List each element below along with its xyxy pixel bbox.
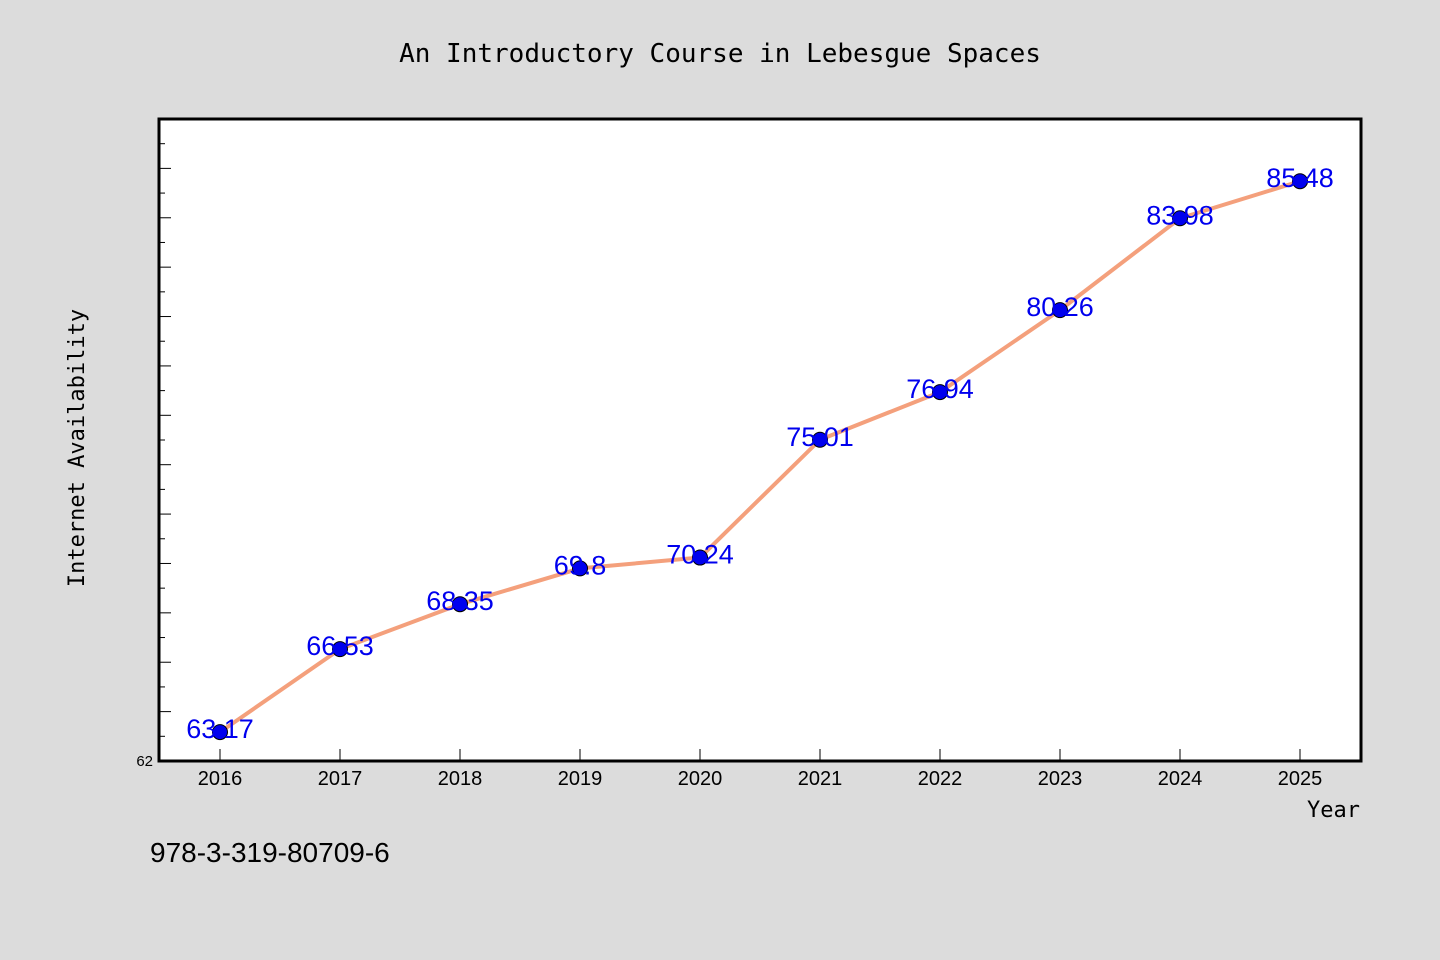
data-point-marker [1052, 302, 1068, 319]
data-label: 76.94 [906, 374, 974, 404]
data-point-marker [572, 560, 588, 577]
data-labels: 63.17 66.53 68.35 69.8 70.24 75.01 76.94 80.26 8… [186, 163, 1334, 744]
x-tick-label: 2024 [1158, 768, 1203, 790]
data-label: 63.17 [186, 714, 254, 744]
isbn-text: 978-3-319-80709-6 [150, 837, 390, 868]
x-tick-label: 2017 [318, 768, 363, 790]
data-point-marker [1292, 173, 1308, 190]
data-markers [212, 173, 1308, 741]
y-axis-label: Internet Availability [65, 309, 90, 587]
data-point-marker [932, 384, 948, 401]
x-tick-label: 2021 [798, 768, 843, 790]
data-label: 70.24 [666, 540, 734, 570]
x-tick-label: 2020 [678, 768, 723, 790]
data-label: 80.26 [1026, 292, 1094, 322]
data-point-marker [212, 724, 228, 741]
x-tick-label: 2016 [198, 768, 243, 790]
x-axis-label: Year [1307, 798, 1360, 823]
data-point-marker [452, 596, 468, 613]
data-point-marker [332, 641, 348, 658]
series-line-path [218, 179, 1302, 735]
chart-title: An Introductory Course in Lebesgue Space… [399, 39, 1041, 69]
data-label: 75.01 [786, 422, 854, 452]
data-label: 85.48 [1266, 163, 1334, 193]
y-tick-label: 62 [136, 753, 153, 770]
data-label: 66.53 [306, 631, 374, 661]
y-axis-ticks: 62 [136, 143, 171, 770]
data-label: 83.98 [1146, 200, 1214, 230]
x-tick-label: 2018 [438, 768, 483, 790]
data-point-marker [1172, 210, 1188, 227]
x-tick-label: 2022 [918, 768, 963, 790]
x-tick-label: 2019 [558, 768, 603, 790]
data-label: 68.35 [426, 586, 494, 616]
x-tick-label: 2025 [1278, 768, 1323, 790]
data-point-marker [812, 431, 828, 448]
series-line [218, 179, 1302, 735]
plot-area [157, 117, 1363, 763]
data-point-marker [692, 549, 708, 566]
x-tick-label: 2023 [1038, 768, 1083, 790]
data-label: 69.8 [554, 550, 607, 580]
x-axis-ticks: 2016 2017 2018 2019 2020 2021 2022 2023 2024 2025 [198, 749, 1323, 790]
